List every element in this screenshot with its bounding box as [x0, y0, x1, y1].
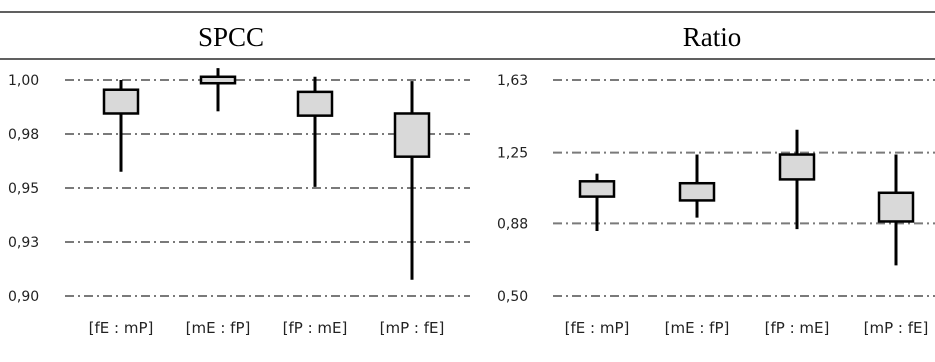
box-body: [578, 180, 616, 198]
x-category-label: [mP : fE]: [380, 319, 445, 337]
x-category-label: [mP : fE]: [864, 319, 929, 337]
y-tick-label: 0,98: [8, 127, 39, 143]
box-body: [199, 75, 237, 85]
box-2: [296, 76, 334, 187]
x-category-label: [fE : mP]: [89, 319, 154, 337]
chart-panel-1: Ratio 0,50 0,88 1,25 1,63 [fE : mP] [mE : fP] […: [497, 22, 935, 337]
x-category-label: [mE : fP]: [665, 319, 730, 337]
y-tick-label: 1,25: [497, 146, 528, 162]
box-body: [877, 191, 915, 223]
y-tick-label: 1,00: [8, 73, 39, 89]
box-body: [393, 112, 431, 158]
y-tick-label: 1,63: [497, 73, 528, 89]
x-category-label: [fP : mE]: [283, 319, 348, 337]
chart-title: SPCC: [198, 22, 264, 52]
x-category-label: [fE : mP]: [565, 319, 630, 337]
box-body: [778, 153, 816, 181]
box-1: [199, 68, 237, 112]
box-body: [678, 181, 716, 202]
box-3: [393, 81, 431, 280]
box-2: [778, 129, 816, 230]
box-0: [578, 173, 616, 232]
y-tick-label: 0,95: [8, 181, 39, 197]
y-tick-label: 0,50: [497, 289, 528, 305]
x-category-label: [fP : mE]: [765, 319, 830, 337]
chart-title: Ratio: [683, 22, 742, 52]
box-body: [102, 88, 140, 115]
box-1: [678, 154, 716, 218]
box-0: [102, 80, 140, 172]
x-category-label: [mE : fP]: [186, 319, 251, 337]
chart-panel-0: SPCC 0,90 0,93 0,95 0,98 1,00 [fE : mP] [mE : f…: [8, 22, 470, 337]
y-tick-label: 0,90: [8, 289, 39, 305]
box-3: [877, 154, 915, 266]
y-tick-label: 0,88: [497, 216, 528, 232]
y-tick-label: 0,93: [8, 235, 39, 251]
box-body: [296, 90, 334, 117]
